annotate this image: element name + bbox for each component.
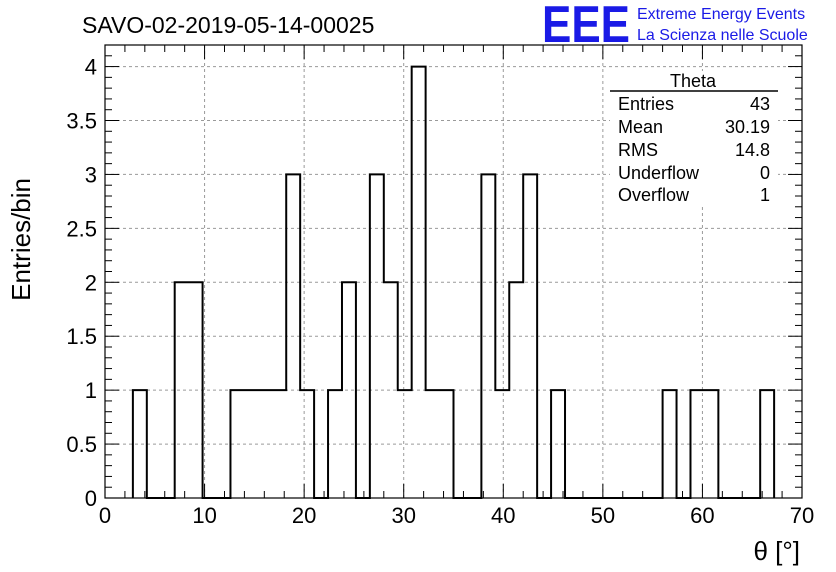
stats-label-overflow: Overflow [618,185,690,205]
eee-logo: EEE Extreme Energy Events La Scienza nel… [542,0,808,54]
stats-value-overflow: 1 [760,185,770,205]
stats-value-underflow: 0 [760,163,770,183]
logo-line2: La Scienza nelle Scuole [637,27,808,44]
x-tick-label: 40 [491,503,515,528]
y-tick-label: 1.5 [66,324,97,349]
x-axis-label: θ [°] [753,536,800,566]
x-tick-label: 30 [391,503,415,528]
y-tick-label: 0 [85,486,97,511]
stats-value-mean: 30.19 [725,117,770,137]
stats-label-mean: Mean [618,117,663,137]
stats-label-rms: RMS [618,140,658,160]
x-tick-label: 10 [192,503,216,528]
x-axis-ticks: 0 10 20 30 40 50 60 70 [99,45,814,528]
y-tick-label: 2.5 [66,216,97,241]
x-tick-label: 60 [690,503,714,528]
stats-value-rms: 14.8 [735,140,770,160]
x-tick-label: 20 [292,503,316,528]
histogram-bars [131,65,776,499]
x-tick-label: 0 [99,503,111,528]
y-tick-label: 1 [85,378,97,403]
x-tick-label: 50 [591,503,615,528]
histogram-bin [133,390,147,498]
x-tick-label: 70 [790,503,814,528]
histogram-bin [300,390,314,498]
y-axis-ticks: 0 0.5 1 1.5 2 2.5 3 3.5 4 [66,55,802,511]
y-axis-label: Entries/bin [6,178,36,301]
y-tick-label: 2 [85,270,97,295]
y-tick-label: 4 [85,55,97,80]
stats-label-underflow: Underflow [618,163,700,183]
y-tick-label: 3 [85,162,97,187]
logo-mark: EEE [542,0,630,54]
y-tick-label: 0.5 [66,432,97,457]
stats-label-entries: Entries [618,94,674,114]
chart-title: SAVO-02-2019-05-14-00025 [82,12,374,38]
histogram-bin [258,390,272,498]
stats-title: Theta [670,71,717,91]
stats-box: Theta Entries 43 Mean 30.19 RMS 14.8 Und… [610,71,778,207]
histogram-outline [131,65,776,499]
stats-value-entries: 43 [750,94,770,114]
logo-line1: Extreme Energy Events [637,6,805,23]
y-tick-label: 3.5 [66,109,97,134]
